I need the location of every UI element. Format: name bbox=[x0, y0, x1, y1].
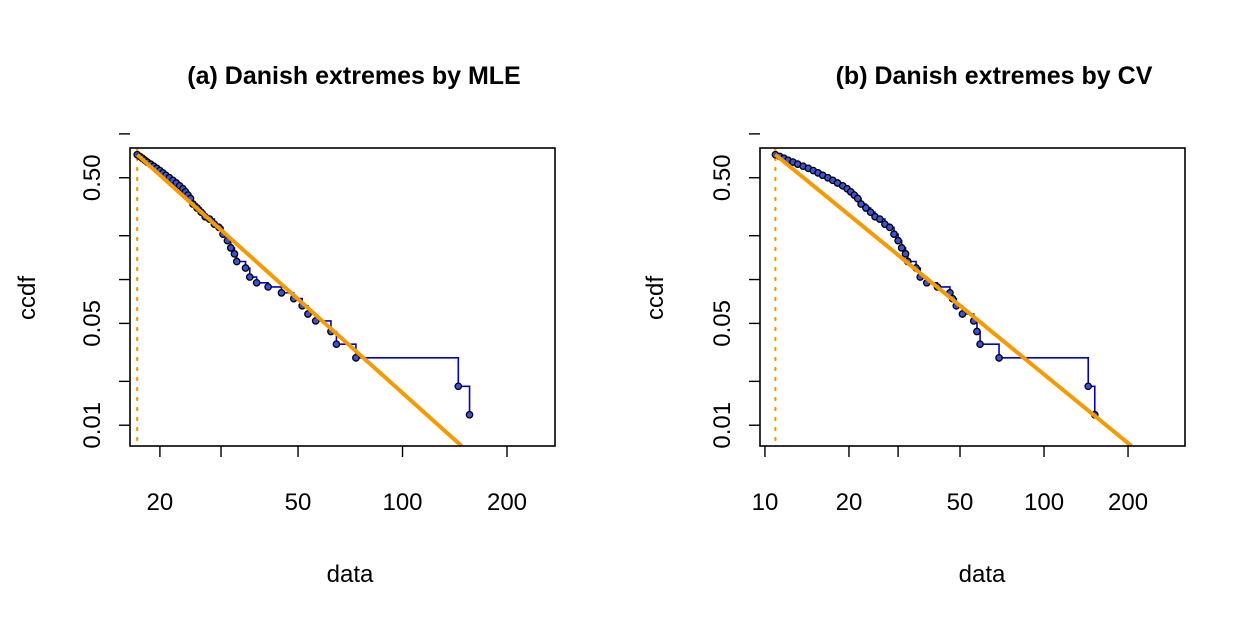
panel-b-plot-frame bbox=[759, 147, 1186, 447]
panel-a-data-point-43 bbox=[454, 382, 463, 391]
panel-b-data-point-41 bbox=[976, 340, 984, 349]
panel-a-x-tick-label-4: 200 bbox=[487, 489, 527, 516]
panel-b-data-point-26 bbox=[890, 230, 898, 238]
panel-a-data-point-35 bbox=[277, 289, 286, 297]
panel-b-x-tick-label-0: 10 bbox=[752, 489, 779, 516]
panel-a-plot-area bbox=[133, 148, 474, 446]
panel-a-data-point-38 bbox=[304, 310, 312, 318]
panel-b-x-tick-label-5: 200 bbox=[1108, 489, 1148, 516]
panel-b-data-point-21 bbox=[866, 208, 875, 217]
panel-b-y-tick-label-2: 0.05 bbox=[709, 300, 736, 347]
panel-b-data-point-43 bbox=[1084, 382, 1093, 391]
panel-b-data-point-25 bbox=[885, 223, 894, 232]
panel-b-data-point-19 bbox=[857, 200, 865, 208]
panel-b-x-tick-label-4: 100 bbox=[1024, 489, 1064, 516]
panel-a-plot-frame bbox=[129, 147, 556, 447]
panel-a-y-tick-label-5: 0.50 bbox=[79, 154, 106, 201]
panel-a-x-tick-label-2: 50 bbox=[285, 489, 312, 516]
panel-b-x-tick-label-3: 50 bbox=[947, 489, 974, 516]
panel-a-data-point-32 bbox=[245, 273, 254, 281]
panel-b-y-tick-label-5: 0.50 bbox=[709, 154, 736, 201]
panel-b-xlabel: data bbox=[959, 561, 1006, 588]
panel-a-data-point-41 bbox=[332, 340, 341, 349]
panel-a-data-point-28 bbox=[226, 244, 235, 252]
panel-b-data-point-38 bbox=[958, 310, 967, 318]
panel-b-title: (b) Danish extremes by CV bbox=[836, 62, 1153, 90]
panel-a-data-point-31 bbox=[241, 264, 250, 272]
panel-a-x-tick-label-0: 20 bbox=[147, 489, 174, 516]
panel-b-data-point-42 bbox=[995, 354, 1003, 362]
panel-a-y-tick-label-2: 0.05 bbox=[79, 300, 106, 347]
panel-a-data-point-29 bbox=[230, 250, 239, 258]
panel-b-data-point-29 bbox=[901, 250, 910, 258]
panel-b-data-point-40 bbox=[973, 327, 981, 336]
panel-b-data-point-27 bbox=[894, 236, 902, 245]
panel-a-data-point-30 bbox=[232, 257, 241, 266]
panel-a-chart: (a) Danish extremes by MLE data ccdf 20 5… bbox=[14, 62, 556, 588]
panel-b-ylabel: ccdf bbox=[642, 276, 669, 320]
panel-a-data-point-44 bbox=[465, 410, 474, 419]
panel-a-x-tick-label-3: 100 bbox=[382, 489, 422, 516]
panel-a-fitted-line bbox=[135, 153, 463, 446]
panel-a-data-point-42 bbox=[352, 354, 360, 362]
panel-b-data-point-18 bbox=[853, 194, 862, 203]
panel-a-data-point-33 bbox=[252, 278, 261, 287]
panel-a-title: (a) Danish extremes by MLE bbox=[187, 62, 520, 90]
panel-b-chart: (b) Danish extremes by CV data ccdf 10 20… bbox=[642, 62, 1186, 588]
panel-a-y-tick-label-0: 0.01 bbox=[79, 402, 106, 449]
panel-b-data-point-28 bbox=[897, 244, 906, 252]
panel-b-plot-area bbox=[771, 148, 1133, 446]
panel-b-fitted-line bbox=[774, 153, 1133, 446]
panel-a-ylabel: ccdf bbox=[14, 276, 41, 320]
panel-b-data-point-23 bbox=[875, 215, 884, 223]
panel-b-data-point-20 bbox=[862, 204, 870, 212]
panel-a-data-point-34 bbox=[264, 283, 272, 291]
panel-a-data-point-39 bbox=[311, 317, 320, 325]
panel-a-xlabel: data bbox=[327, 561, 374, 588]
panel-b-x-tick-label-1: 20 bbox=[836, 489, 863, 516]
panel-b-y-tick-label-0: 0.01 bbox=[709, 402, 736, 449]
